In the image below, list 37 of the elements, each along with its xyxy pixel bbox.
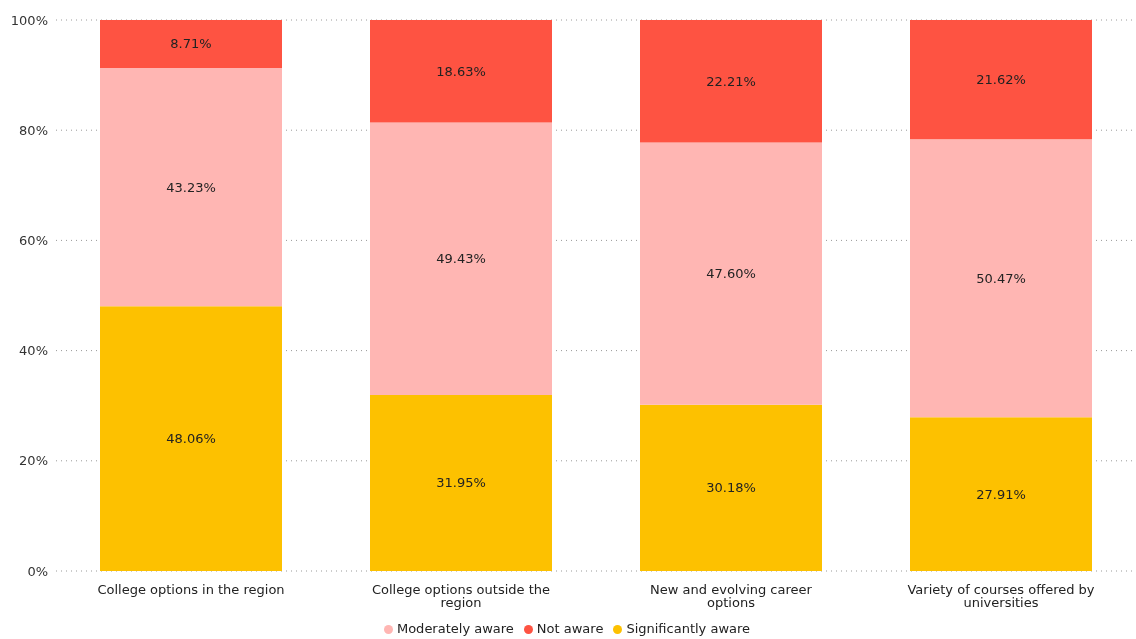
bar [100,306,282,571]
y-tick-label: 20% [19,453,48,469]
bar [370,394,552,571]
bar [640,20,822,143]
x-tick-label: College options in the region [97,582,285,598]
bar [910,20,1092,140]
bar [100,20,282,68]
bar [370,20,552,123]
data-label: 49.43% [436,251,486,267]
x-tick-label: New and evolving career options [650,582,813,611]
data-label: 48.06% [166,431,216,447]
bar [910,139,1092,418]
x-tick-label: College options outside the region [371,582,551,611]
legend-label: Moderately aware [396,621,514,636]
y-tick-label: 100% [10,12,48,28]
bar [640,404,822,571]
data-label: 43.23% [166,179,216,195]
y-tick-label: 0% [27,563,48,579]
data-label: 21.62% [976,72,1026,88]
bar [100,67,282,307]
data-label: 31.95% [436,475,486,491]
data-label: 30.18% [706,480,756,496]
legend-label: Not aware [536,621,604,636]
x-tick-label: Variety of courses offered by universities [907,582,1095,611]
bar [910,417,1092,571]
bar [640,142,822,405]
bar [370,122,552,395]
data-label: 27.91% [976,486,1026,502]
y-tick-label: 40% [19,343,48,359]
legend-label: Significantly aware [626,621,751,636]
data-label: 8.71% [170,36,212,52]
data-label: 50.47% [976,270,1026,286]
y-tick-label: 60% [19,233,48,249]
data-label: 18.63% [436,63,486,79]
data-label: 22.21% [706,73,756,89]
y-tick-label: 80% [19,122,48,138]
data-label: 47.60% [706,266,756,282]
